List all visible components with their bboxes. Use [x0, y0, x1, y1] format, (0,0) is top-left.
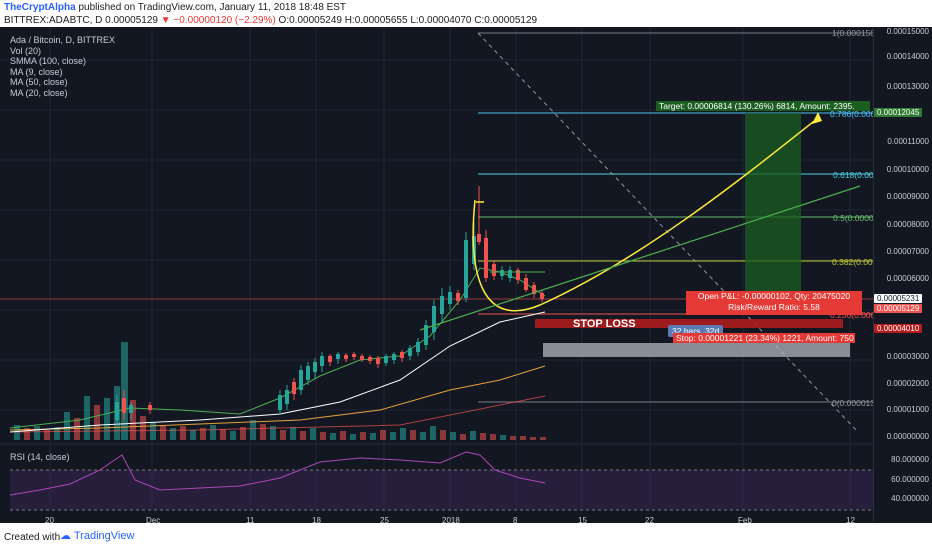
fib-label-0: 0(0.000013	[832, 398, 876, 408]
rsi-line	[9, 451, 546, 496]
fib-label-0236: 0.236(0.000	[830, 310, 876, 320]
price-tick: 0.00013000	[886, 82, 929, 91]
time-tick: 15	[578, 516, 587, 525]
legend-title: Ada / Bitcoin, D, BITTREX	[10, 35, 116, 45]
last-price: 0.00005129	[105, 15, 158, 26]
created-with-text: Created with	[4, 532, 61, 543]
stop-zone	[535, 319, 843, 328]
fib-label-05: 0.5(0.00008	[833, 213, 879, 223]
brand-text: TradingView	[73, 530, 135, 542]
last-price-badge: 0.00005129	[874, 304, 923, 313]
price-tick: 0.00002000	[886, 379, 929, 388]
author-link[interactable]: TheCryptAlpha	[4, 2, 76, 13]
cloud-icon: ☁	[60, 530, 71, 542]
rsi-tick: 60.000000	[891, 475, 929, 484]
ma-50-line	[9, 365, 546, 431]
time-tick: 12	[846, 516, 855, 525]
price-tick: 0.00000000	[886, 432, 929, 441]
target-price-badge: 0.00012045	[874, 108, 923, 117]
stop-info-label[interactable]: Stop: 0.00001221 (23.34%) 1221, Amount: …	[673, 333, 855, 343]
fib-label-1: 1(0.000150	[832, 28, 876, 38]
price-tick: 0.00015000	[886, 27, 929, 36]
time-tick: 8	[513, 516, 518, 525]
current-price-badge: 0.00005231	[874, 294, 923, 303]
target-label[interactable]: Target: 0.00006814 (130.26%) 6814, Amoun…	[656, 101, 870, 111]
candlesticks	[115, 186, 544, 425]
time-tick: 20	[45, 516, 54, 525]
time-tick: 11	[246, 516, 255, 525]
rsi-band	[10, 470, 873, 510]
price-tick: 0.00010000	[886, 165, 929, 174]
stop-price-badge: 0.00004010	[874, 324, 923, 333]
fib-label-0786: 0.786(0.000	[830, 109, 876, 119]
time-tick: Dec	[146, 516, 161, 525]
price-tick: 0.00007000	[886, 247, 929, 256]
stop-loss-label: STOP LOSS	[573, 318, 636, 330]
price-tick: 0.00011000	[887, 137, 929, 146]
symbol-label: BITTREX:ADABTC, D	[4, 15, 103, 26]
fib-label-0618: 0.618(0.000	[833, 170, 879, 180]
down-arrow-icon: ▼	[160, 15, 171, 26]
green-trendline	[419, 185, 861, 331]
yellow-projection-arrow	[472, 117, 819, 312]
price-tick: 0.00014000	[886, 52, 929, 61]
publish-line: TheCryptAlpha published on TradingView.c…	[4, 2, 346, 13]
time-tick: 2018	[442, 516, 460, 525]
time-tick: 25	[380, 516, 389, 525]
legend-vol: Vol (20)	[10, 45, 42, 56]
fib-trend-line	[477, 32, 859, 433]
time-tick: Feb	[738, 516, 752, 525]
fib-levels	[478, 32, 873, 403]
legend-smma: SMMA (100, close)	[10, 56, 87, 66]
price-tick: 0.00009000	[886, 192, 929, 201]
rsi-label: RSI (14, close)	[10, 452, 70, 462]
price-axis[interactable]: 0.00015000 0.00014000 0.00013000 0.00011…	[873, 27, 932, 523]
price-tick: 0.00008000	[886, 220, 929, 229]
symbol-line: BITTREX:ADABTC, D 0.00005129 ▼ −0.000001…	[4, 15, 537, 26]
indicator-legend: Ada / Bitcoin, D, BITTREX Vol (20) SMMA …	[10, 35, 115, 98]
arrow-head-icon	[812, 112, 822, 124]
price-tick: 0.00006000	[886, 274, 929, 283]
smma-line	[9, 395, 546, 433]
footer-bar: Created with ☁ TradingView	[0, 523, 932, 550]
risk-reward-text: Risk/Reward Ratio: 5.58	[728, 302, 820, 312]
position-info-box[interactable]: Open P&L: -0.00000102, Qty: 20475020 Ris…	[686, 291, 862, 315]
target-zone	[745, 113, 801, 299]
price-tick: 0.00001000	[886, 405, 929, 414]
legend-ma50: MA (50, close)	[10, 77, 68, 87]
legend-ma9: MA (9, close)	[10, 66, 63, 77]
price-change: −0.00000120 (−2.29%)	[173, 15, 276, 26]
legend-ma20: MA (20, close)	[10, 87, 68, 98]
ma-20-line	[9, 311, 546, 433]
rsi-tick: 40.000000	[891, 494, 929, 503]
fib-label-0382: 0.382(0.000	[832, 257, 878, 267]
price-tick: 0.00003000	[886, 352, 929, 361]
tradingview-logo[interactable]: ☁ TradingView	[60, 529, 134, 542]
rsi-tick: 80.000000	[891, 455, 929, 464]
time-tick: 18	[312, 516, 321, 525]
published-text: published on TradingView.com, January 11…	[78, 2, 347, 13]
ohlc-values: O:0.00005249 H:0.00005655 L:0.00004070 C…	[278, 15, 538, 26]
header-bar: TheCryptAlpha published on TradingView.c…	[0, 0, 932, 27]
open-pnl-text: Open P&L: -0.00000102, Qty: 20475020	[697, 291, 851, 301]
time-tick: 22	[645, 516, 654, 525]
date-range-box	[543, 343, 850, 357]
